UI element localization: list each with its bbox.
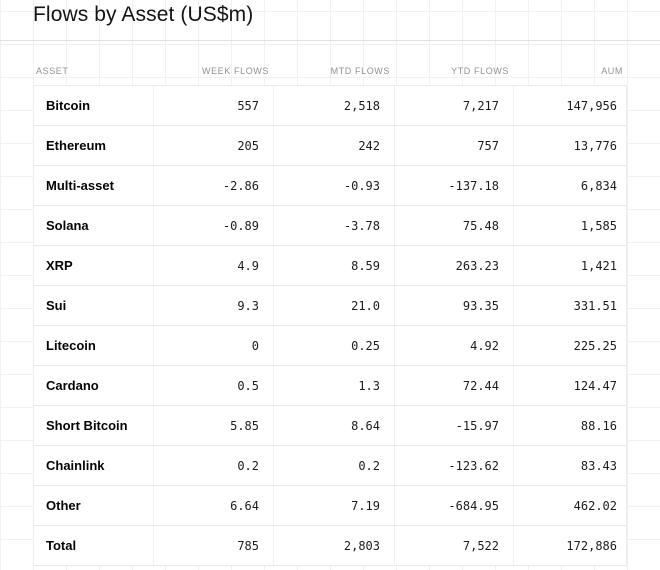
value-mtd: 2,803 bbox=[273, 526, 394, 565]
column-header-aum: AUM bbox=[601, 66, 623, 76]
value-ytd: 263.23 bbox=[394, 246, 513, 285]
table-row: Other 6.64 7.19 -684.95 462.02 bbox=[34, 486, 626, 526]
value-week: 557 bbox=[153, 86, 273, 125]
table-row: Cardano 0.5 1.3 72.44 124.47 bbox=[34, 366, 626, 406]
value-week: -0.89 bbox=[153, 206, 273, 245]
value-week: 4.9 bbox=[153, 246, 273, 285]
asset-name: Sui bbox=[46, 298, 67, 313]
table-row-total: Total 785 2,803 7,522 172,886 bbox=[34, 526, 626, 566]
value-aum: 6,834 bbox=[513, 166, 626, 205]
table-row: Bitcoin 557 2,518 7,217 147,956 bbox=[34, 86, 626, 126]
value-week: 0.2 bbox=[153, 446, 273, 485]
value-week: 785 bbox=[153, 526, 273, 565]
value-mtd: 0.2 bbox=[273, 446, 394, 485]
value-aum: 1,585 bbox=[513, 206, 626, 245]
value-aum: 331.51 bbox=[513, 286, 626, 325]
value-aum: 13,776 bbox=[513, 126, 626, 165]
value-aum: 147,956 bbox=[513, 86, 626, 125]
value-ytd: 757 bbox=[394, 126, 513, 165]
value-aum: 225.25 bbox=[513, 326, 626, 365]
page-title: Flows by Asset (US$m) bbox=[33, 3, 254, 26]
table-row: Multi-asset -2.86 -0.93 -137.18 6,834 bbox=[34, 166, 626, 206]
asset-name: Litecoin bbox=[46, 338, 96, 353]
table-row: XRP 4.9 8.59 263.23 1,421 bbox=[34, 246, 626, 286]
value-aum: 83.43 bbox=[513, 446, 626, 485]
column-header-week-flows: WEEK FLOWS bbox=[201, 66, 269, 76]
title-divider bbox=[0, 40, 660, 41]
value-week: 205 bbox=[153, 126, 273, 165]
asset-name: Cardano bbox=[46, 378, 99, 393]
value-ytd: -15.97 bbox=[394, 406, 513, 445]
table-row: Sui 9.3 21.0 93.35 331.51 bbox=[34, 286, 626, 326]
value-ytd: 7,217 bbox=[394, 86, 513, 125]
value-ytd: 75.48 bbox=[394, 206, 513, 245]
value-week: -2.86 bbox=[153, 166, 273, 205]
table-row: Chainlink 0.2 0.2 -123.62 83.43 bbox=[34, 446, 626, 486]
asset-name: Total bbox=[46, 538, 77, 553]
value-aum: 88.16 bbox=[513, 406, 626, 445]
value-ytd: 4.92 bbox=[394, 326, 513, 365]
value-week: 6.64 bbox=[153, 486, 273, 525]
asset-name: XRP bbox=[46, 258, 73, 273]
value-ytd: 7,522 bbox=[394, 526, 513, 565]
column-header-asset: ASSET bbox=[36, 66, 69, 76]
value-ytd: 72.44 bbox=[394, 366, 513, 405]
value-mtd: 0.25 bbox=[273, 326, 394, 365]
value-week: 5.85 bbox=[153, 406, 273, 445]
asset-name: Other bbox=[46, 498, 81, 513]
column-header-mtd-flows: MTD FLOWS bbox=[330, 66, 390, 76]
asset-name: Ethereum bbox=[46, 138, 106, 153]
table-header: ASSET WEEK FLOWS MTD FLOWS YTD FLOWS AUM bbox=[33, 41, 627, 85]
table-row: Short Bitcoin 5.85 8.64 -15.97 88.16 bbox=[34, 406, 626, 446]
asset-name: Bitcoin bbox=[46, 98, 91, 113]
value-week: 9.3 bbox=[153, 286, 273, 325]
value-mtd: 8.59 bbox=[273, 246, 394, 285]
value-aum: 124.47 bbox=[513, 366, 626, 405]
value-aum: 462.02 bbox=[513, 486, 626, 525]
value-mtd: 2,518 bbox=[273, 86, 394, 125]
value-ytd: -137.18 bbox=[394, 166, 513, 205]
asset-name: Chainlink bbox=[46, 458, 105, 473]
value-aum: 1,421 bbox=[513, 246, 626, 285]
value-week: 0 bbox=[153, 326, 273, 365]
table-row: Litecoin 0 0.25 4.92 225.25 bbox=[34, 326, 626, 366]
value-mtd: 8.64 bbox=[273, 406, 394, 445]
asset-name: Solana bbox=[46, 218, 89, 233]
value-ytd: -123.62 bbox=[394, 446, 513, 485]
asset-name: Multi-asset bbox=[46, 178, 114, 193]
table-row: Solana -0.89 -3.78 75.48 1,585 bbox=[34, 206, 626, 246]
value-week: 0.5 bbox=[153, 366, 273, 405]
value-mtd: -0.93 bbox=[273, 166, 394, 205]
table-body: Bitcoin 557 2,518 7,217 147,956 Ethereum 205 24… bbox=[33, 85, 627, 566]
value-mtd: 1.3 bbox=[273, 366, 394, 405]
column-header-ytd-flows: YTD FLOWS bbox=[451, 66, 509, 76]
value-ytd: 93.35 bbox=[394, 286, 513, 325]
asset-name: Short Bitcoin bbox=[46, 418, 128, 433]
value-mtd: -3.78 bbox=[273, 206, 394, 245]
value-ytd: -684.95 bbox=[394, 486, 513, 525]
value-aum: 172,886 bbox=[513, 526, 626, 565]
table-row: Ethereum 205 242 757 13,776 bbox=[34, 126, 626, 166]
value-mtd: 242 bbox=[273, 126, 394, 165]
value-mtd: 21.0 bbox=[273, 286, 394, 325]
value-mtd: 7.19 bbox=[273, 486, 394, 525]
